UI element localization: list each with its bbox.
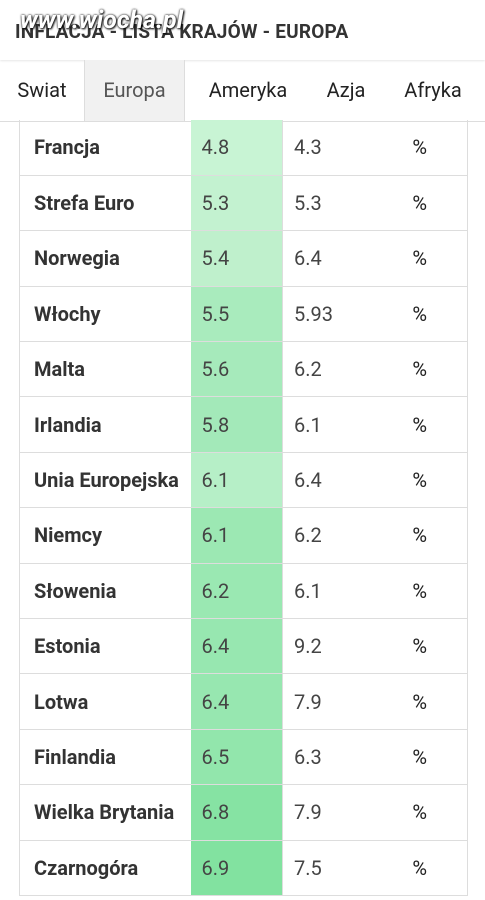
- inflation-value: 6.9: [190, 840, 283, 896]
- inflation-value: 5.4: [190, 230, 283, 287]
- table-row: Słowenia 6.2 6.1%: [19, 563, 468, 620]
- inflation-value: 6.1: [190, 452, 283, 509]
- unit-label: %: [372, 840, 468, 896]
- unit-label: %: [372, 618, 468, 675]
- unit-label: %: [372, 729, 468, 786]
- previous-value: 6.2: [282, 341, 373, 398]
- tab[interactable]: Afryka: [404, 78, 462, 102]
- inflation-value: 6.1: [190, 507, 283, 564]
- previous-value: 6.4: [282, 452, 373, 509]
- table-row: Włochy 5.5 5.93%: [19, 286, 468, 343]
- country-name: Strefa Euro: [19, 175, 191, 232]
- previous-value: 7.5: [282, 840, 373, 896]
- country-name: Wielka Brytania: [19, 784, 191, 841]
- unit-label: %: [372, 120, 468, 176]
- table-row: Finlandia 6.5 6.3%: [19, 729, 468, 786]
- unit-label: %: [372, 452, 468, 509]
- previous-value: 6.3: [282, 729, 373, 786]
- unit-label: %: [372, 341, 468, 398]
- table-row: Francja 4.8 4.3%: [19, 120, 468, 176]
- table-row: Niemcy 6.1 6.2%: [19, 507, 468, 564]
- table-row: Norwegia 5.4 6.4%: [19, 230, 468, 287]
- unit-label: %: [372, 563, 468, 620]
- country-name: Irlandia: [19, 396, 191, 453]
- table-row: Unia Europejska 6.1 6.4%: [19, 452, 468, 509]
- inflation-value: 6.2: [190, 563, 283, 620]
- table-row: Estonia 6.4 9.2%: [19, 618, 468, 675]
- inflation-value: 5.6: [190, 341, 283, 398]
- inflation-value: 6.8: [190, 784, 283, 841]
- country-name: Niemcy: [19, 507, 191, 564]
- country-name: Unia Europejska: [19, 452, 191, 509]
- table-row: Strefa Euro 5.3 5.3%: [19, 175, 468, 232]
- tab[interactable]: Ameryka: [208, 78, 288, 102]
- country-name: Czarnogóra: [19, 840, 191, 896]
- inflation-value: 5.8: [190, 396, 283, 453]
- previous-value: 5.3: [282, 175, 373, 232]
- unit-label: %: [372, 673, 468, 730]
- page-title: INFLACJA - LISTA KRAJÓW - EUROPA: [15, 20, 349, 43]
- tab-bar: Swiat Europa Ameryka Azja Afryka: [0, 60, 485, 122]
- inflation-value: 5.5: [190, 286, 283, 343]
- previous-value: 7.9: [282, 673, 373, 730]
- previous-value: 9.2: [282, 618, 373, 675]
- country-name: Finlandia: [19, 729, 191, 786]
- unit-label: %: [372, 230, 468, 287]
- unit-label: %: [372, 175, 468, 232]
- previous-value: 4.3: [282, 120, 373, 176]
- table-row: Irlandia 5.8 6.1%: [19, 396, 468, 453]
- previous-value: 6.1: [282, 396, 373, 453]
- previous-value: 6.4: [282, 230, 373, 287]
- country-name: Norwegia: [19, 230, 191, 287]
- inflation-value: 6.4: [190, 618, 283, 675]
- unit-label: %: [372, 396, 468, 453]
- unit-label: %: [372, 507, 468, 564]
- table-row: Lotwa 6.4 7.9%: [19, 673, 468, 730]
- country-name: Francja: [19, 120, 191, 176]
- inflation-value: 6.5: [190, 729, 283, 786]
- tab[interactable]: Azja: [326, 78, 366, 102]
- inflation-value: 6.4: [190, 673, 283, 730]
- previous-value: 5.93: [282, 286, 373, 343]
- country-name: Włochy: [19, 286, 191, 343]
- unit-label: %: [372, 286, 468, 343]
- table-row: Malta 5.6 6.2%: [19, 341, 468, 398]
- table-row: Wielka Brytania 6.8 7.9%: [19, 784, 468, 841]
- inflation-value: 5.3: [190, 175, 283, 232]
- country-name: Słowenia: [19, 563, 191, 620]
- country-name: Estonia: [19, 618, 191, 675]
- table-row: Czarnogóra 6.9 7.5%: [19, 840, 468, 896]
- unit-label: %: [372, 784, 468, 841]
- previous-value: 6.1: [282, 563, 373, 620]
- app-header: INFLACJA - LISTA KRAJÓW - EUROPA www.wio…: [0, 0, 485, 60]
- previous-value: 6.2: [282, 507, 373, 564]
- inflation-table: Francja 4.8 4.3% Strefa Euro 5.3 5.3% Norwegia…: [19, 120, 468, 896]
- previous-value: 7.9: [282, 784, 373, 841]
- tab[interactable]: Swiat: [17, 78, 67, 102]
- country-name: Malta: [19, 341, 191, 398]
- inflation-value: 4.8: [190, 120, 283, 176]
- country-name: Lotwa: [19, 673, 191, 730]
- tab[interactable]: Europa: [84, 60, 185, 121]
- watermark: www.wiocha.pl: [20, 6, 184, 35]
